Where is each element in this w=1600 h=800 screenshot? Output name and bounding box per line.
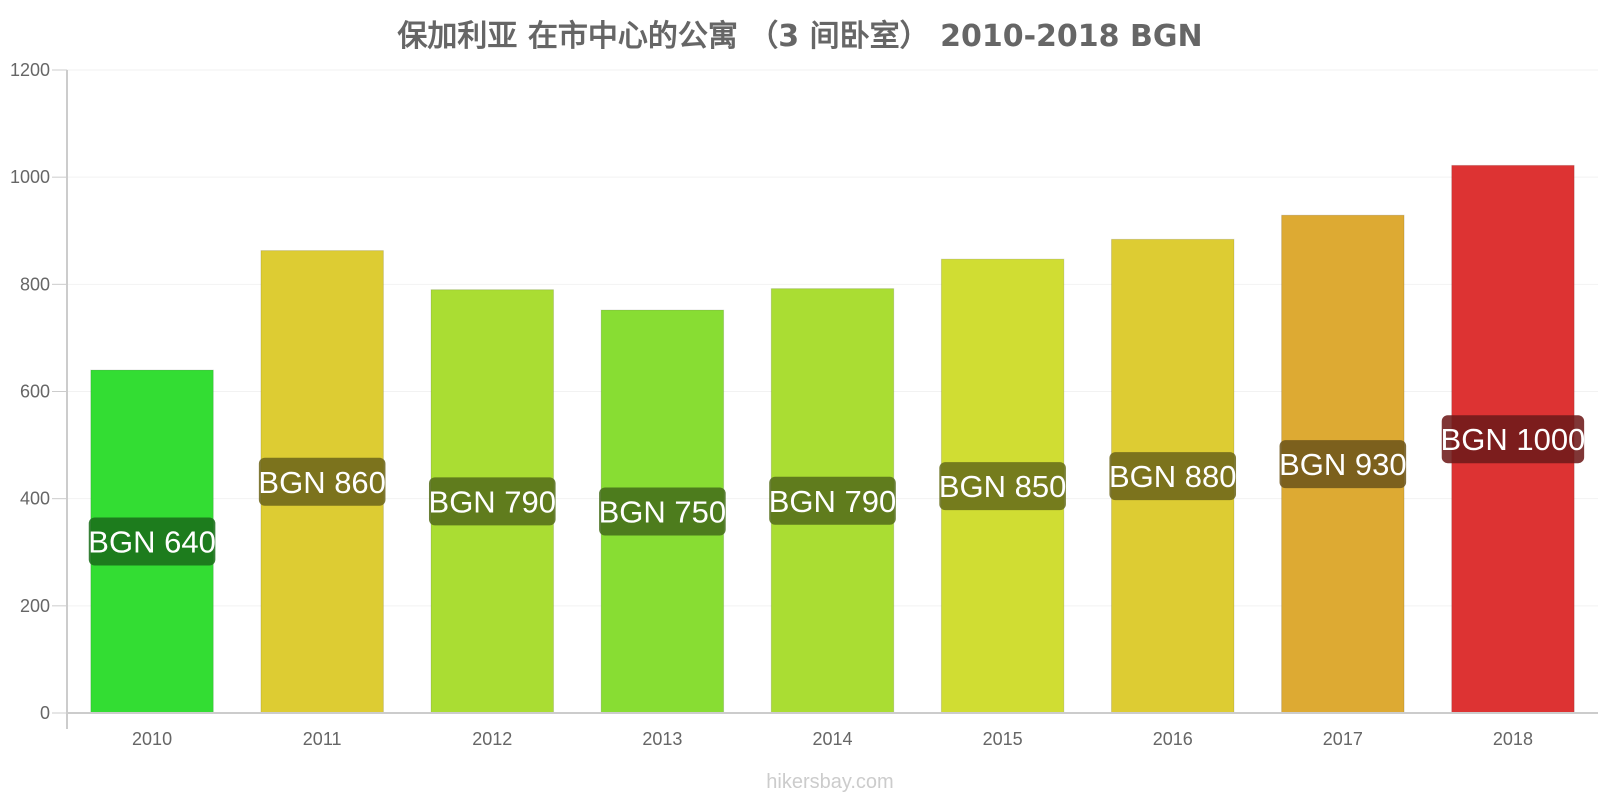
x-tick-label: 2011 [303, 729, 342, 749]
data-label: BGN 640 [88, 525, 216, 560]
x-axis: 2010 2011 2012 2013 2014 2015 2016 2017 2018 [67, 712, 1598, 749]
y-tick-label: 800 [20, 274, 50, 294]
y-tick-label: 600 [20, 382, 50, 402]
y-tick-label: 1000 [10, 167, 50, 187]
data-label-box [428, 477, 556, 526]
data-label-box [258, 457, 386, 506]
data-label-box [1441, 415, 1585, 464]
y-tick-label: 400 [20, 489, 50, 509]
data-label: BGN 1000 [1441, 422, 1586, 457]
x-tick-label: 2016 [1153, 729, 1193, 749]
x-tick-label: 2010 [132, 729, 172, 749]
x-tick-label: 2017 [1323, 729, 1363, 749]
x-tick-label: 2015 [983, 729, 1023, 749]
y-tick-label: 200 [20, 596, 50, 616]
x-tick-label: 2013 [642, 729, 682, 749]
data-label-box [1279, 440, 1407, 489]
chart-title: 保加利亚 在市中心的公寓 （3 间卧室） 2010-2018 BGN [397, 19, 1202, 54]
data-label-box [769, 476, 896, 525]
x-tick-label: 2014 [812, 729, 852, 749]
y-tick-label: 0 [40, 703, 50, 723]
data-label: BGN 880 [1109, 459, 1237, 494]
data-labels: BGN 640 BGN 860 BGN 790 BGN 750 BGN 790 BGN 8… [88, 415, 1586, 566]
data-label: BGN 750 [599, 495, 727, 530]
x-tick-label: 2012 [472, 729, 512, 749]
bars [90, 164, 1575, 714]
data-label-box [88, 517, 216, 566]
data-label: BGN 790 [429, 484, 557, 519]
watermark: hikersbay.com [766, 771, 893, 793]
data-label: BGN 930 [1279, 447, 1407, 482]
y-tick-label: 1200 [10, 60, 50, 80]
data-label: BGN 850 [939, 469, 1067, 504]
data-label-box [939, 462, 1066, 511]
data-label-box [599, 487, 726, 536]
data-label: BGN 860 [258, 465, 386, 500]
x-tick-label: 2018 [1493, 729, 1533, 749]
data-label-box [1109, 452, 1237, 501]
data-label: BGN 790 [769, 484, 897, 519]
y-axis: 0 200 400 600 800 1000 1200 [10, 60, 68, 729]
